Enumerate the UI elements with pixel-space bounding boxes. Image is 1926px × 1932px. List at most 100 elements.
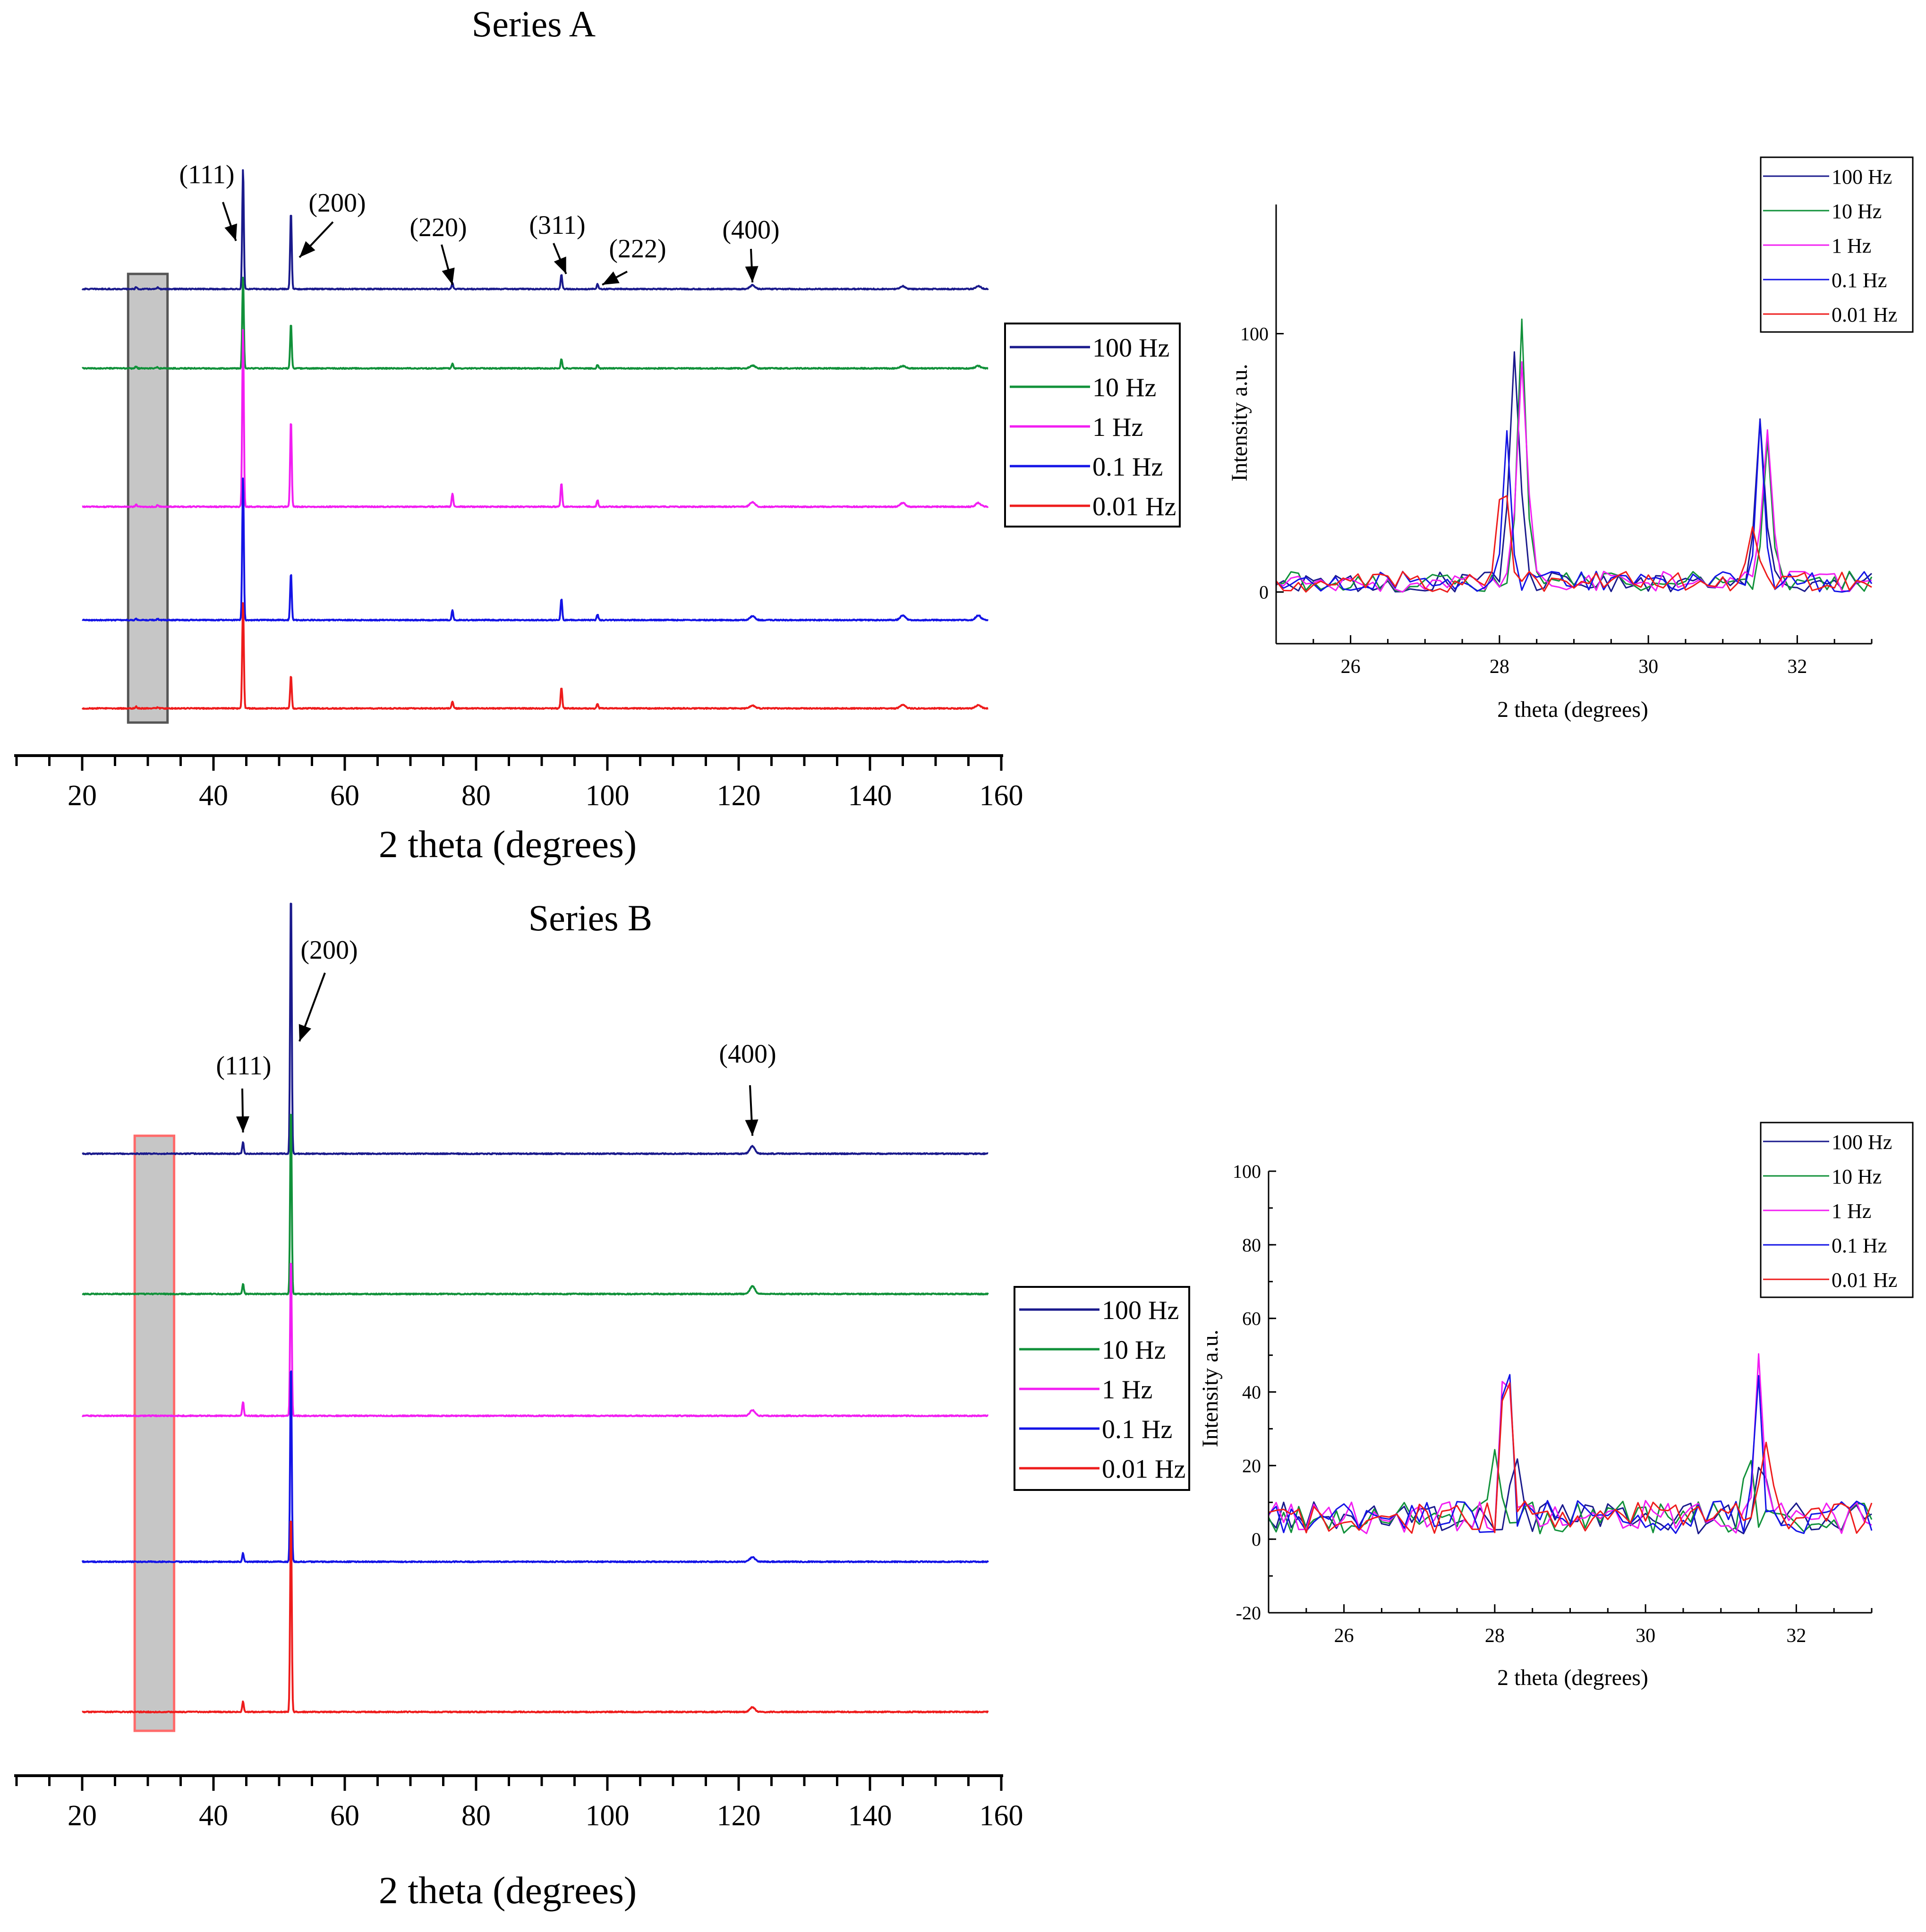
series-a-inset-legend-entry-1-hz: 1 Hz (1763, 234, 1871, 257)
series-b-legend: 100 Hz 10 Hz 1 Hz 0.1 Hz 0.01 Hz (1014, 1286, 1190, 1491)
series-b-inset-legend-label: 0.1 Hz (1832, 1234, 1887, 1257)
series-a-annotation--111: (111) (179, 160, 237, 241)
series-b-inset-x-label: 2 theta (degrees) (1497, 1665, 1648, 1690)
series-b-traces (81, 902, 989, 1732)
series-a-trace-0-01-hz (81, 602, 989, 710)
series-a-peak-label: (220) (409, 213, 467, 242)
series-b-inset-trace-10-hz (1268, 1449, 1873, 1534)
series-a-annotation--200: (200) (298, 188, 366, 258)
series-b-arrow-head (298, 1024, 312, 1041)
series-a-inset-x-tick-label: 32 (1787, 656, 1807, 678)
series-a-trace-1-hz (82, 329, 989, 509)
series-a-title: Series A (472, 3, 596, 44)
series-b-title: Series B (528, 897, 652, 938)
series-b-legend-label: 100 Hz (1102, 1296, 1179, 1325)
series-b-chart: Series B (111) (200) (400) 20 40 60 80 100 120 1… (14, 897, 1190, 1912)
series-a-x-tick-label: 120 (717, 780, 761, 812)
series-b-annotation--200: (200) (298, 936, 358, 1042)
series-a-x-tick-label: 140 (848, 780, 892, 812)
series-a-legend-label: 1 Hz (1092, 413, 1143, 442)
series-a-trace-10-hz (82, 276, 989, 370)
series-b-x-tick-label: 160 (980, 1800, 1023, 1832)
series-b-legend-entry-0-01-hz: 0.01 Hz (1019, 1455, 1185, 1484)
series-b-inset-y-tick-label: 80 (1242, 1234, 1261, 1256)
series-a-arrow-head (442, 267, 455, 285)
series-b-legend-box (1014, 1286, 1190, 1491)
series-b-legend-entry-0-1-hz: 0.1 Hz (1019, 1415, 1172, 1444)
series-a-annotations: (111) (200) (220) (311) (222) (400) (179, 160, 780, 286)
series-b-inset-legend-label: 100 Hz (1832, 1131, 1892, 1154)
series-b-peak-label: (111) (216, 1051, 271, 1081)
series-a-trace-0-1-hz (82, 477, 989, 622)
series-b-inset-x-tick-label: 26 (1334, 1625, 1354, 1647)
series-a-x-tick-label: 40 (199, 780, 228, 812)
series-b-x-axis: 20 40 60 80 100 120 140 160 (14, 1774, 1023, 1832)
series-a-inset-trace-0-1-hz (1276, 419, 1873, 593)
series-b-annotation--111: (111) (216, 1051, 272, 1133)
series-a-x-tick-label: 80 (461, 780, 491, 812)
series-a-arrow-head (602, 271, 620, 285)
series-a-peak-label: (111) (179, 160, 234, 189)
series-a-legend-label: 100 Hz (1092, 333, 1169, 363)
series-a-legend-entry-0-1-hz: 0.1 Hz (1010, 452, 1163, 482)
series-b-x-tick-label: 80 (461, 1800, 491, 1832)
series-a-inset-y-tick-label: 0 (1259, 582, 1269, 603)
series-a-inset-legend-label: 0.1 Hz (1832, 269, 1887, 292)
series-b-trace-0-1-hz (81, 1370, 989, 1564)
series-b-x-tick-label: 120 (717, 1800, 761, 1832)
series-b-x-tick-label: 100 (586, 1800, 630, 1832)
series-b-inset-legend: 100 Hz 10 Hz 1 Hz 0.1 Hz 0.01 Hz (1760, 1122, 1914, 1298)
series-b-legend-label: 1 Hz (1102, 1375, 1152, 1404)
series-a-inset-legend-label: 100 Hz (1832, 165, 1892, 188)
series-a-arrow-head (745, 266, 758, 282)
series-a-legend-entry-0-01-hz: 0.01 Hz (1010, 492, 1176, 521)
series-b-inset-trace-1-hz (1268, 1353, 1872, 1534)
series-a-annotation--400: (400) (722, 215, 780, 283)
series-a-inset-legend: 100 Hz 10 Hz 1 Hz 0.1 Hz 0.01 Hz (1760, 156, 1914, 333)
series-a-legend-label: 0.1 Hz (1092, 452, 1163, 482)
series-a-x-tick-label: 100 (586, 780, 630, 812)
series-b-legend-label: 0.01 Hz (1102, 1455, 1185, 1484)
series-b-inset-y-tick-label: 20 (1242, 1455, 1261, 1476)
series-b-inset-chart: 26 28 30 32 -20 0 20 40 60 80 100 2 theta (degrees… (1198, 1122, 1914, 1690)
series-a-inset-legend-entry-10-hz: 10 Hz (1763, 200, 1882, 223)
series-a-legend-label: 0.01 Hz (1092, 492, 1176, 521)
series-a-annotation--220: (220) (409, 213, 467, 285)
series-a-inset-chart: 26 28 30 32 0 100 2 theta (degrees) Intensity… (1227, 156, 1914, 722)
series-a-inset-trace-0-01-hz (1275, 495, 1872, 593)
series-b-inset-legend-entry-0-01-hz: 0.01 Hz (1763, 1268, 1897, 1292)
series-a-x-tick-label: 160 (980, 780, 1023, 812)
series-b-x-axis-label: 2 theta (degrees) (379, 1869, 637, 1912)
series-a-x-axis: 20 40 60 80 100 120 140 160 (14, 754, 1023, 812)
series-a-inset-legend-label: 1 Hz (1832, 234, 1871, 257)
series-a-inset-trace-1-hz (1276, 361, 1872, 593)
series-b-x-tick-label: 40 (199, 1800, 228, 1832)
series-a-arrow-head (299, 241, 315, 257)
series-b-x-tick-label: 140 (848, 1800, 892, 1832)
series-b-inset-legend-entry-1-hz: 1 Hz (1763, 1200, 1871, 1223)
series-b-legend-label: 10 Hz (1102, 1336, 1166, 1365)
series-a-annotation--222: (222) (602, 234, 666, 286)
series-a-annotation--311: (311) (529, 211, 586, 274)
series-a-trace-100-hz (81, 169, 989, 291)
series-a-peak-label: (222) (609, 234, 666, 264)
series-b-inset-legend-label: 1 Hz (1832, 1200, 1871, 1223)
series-b-annotations: (111) (200) (400) (216, 936, 776, 1136)
series-b-trace-100-hz (82, 902, 989, 1156)
series-b-x-tick-label: 60 (330, 1800, 359, 1832)
series-b-inset-legend-entry-10-hz: 10 Hz (1763, 1165, 1882, 1188)
series-a-x-axis-label: 2 theta (degrees) (379, 823, 637, 866)
series-b-inset-plot: 26 28 30 32 -20 0 20 40 60 80 100 (1233, 1161, 1873, 1647)
series-b-legend-entry-10-hz: 10 Hz (1019, 1336, 1166, 1365)
series-a-legend-entry-10-hz: 10 Hz (1010, 373, 1156, 402)
series-b-inset-trace-0-1-hz (1268, 1374, 1873, 1534)
series-a-inset-legend-label: 10 Hz (1832, 200, 1882, 223)
series-a-legend: 100 Hz 10 Hz 1 Hz 0.1 Hz 0.01 Hz (1004, 323, 1181, 528)
series-a-inset-legend-entry-0-01-hz: 0.01 Hz (1763, 303, 1897, 326)
series-a-inset-y-tick-label: 100 (1240, 323, 1269, 345)
series-a-inset-trace-10-hz (1276, 318, 1873, 593)
series-b-inset-trace-0-01-hz (1268, 1382, 1873, 1534)
series-b-inset-legend-entry-100-hz: 100 Hz (1763, 1131, 1892, 1154)
series-a-inset-y-label: Intensity a.u. (1227, 364, 1252, 481)
series-b-peak-label: (200) (300, 936, 358, 965)
